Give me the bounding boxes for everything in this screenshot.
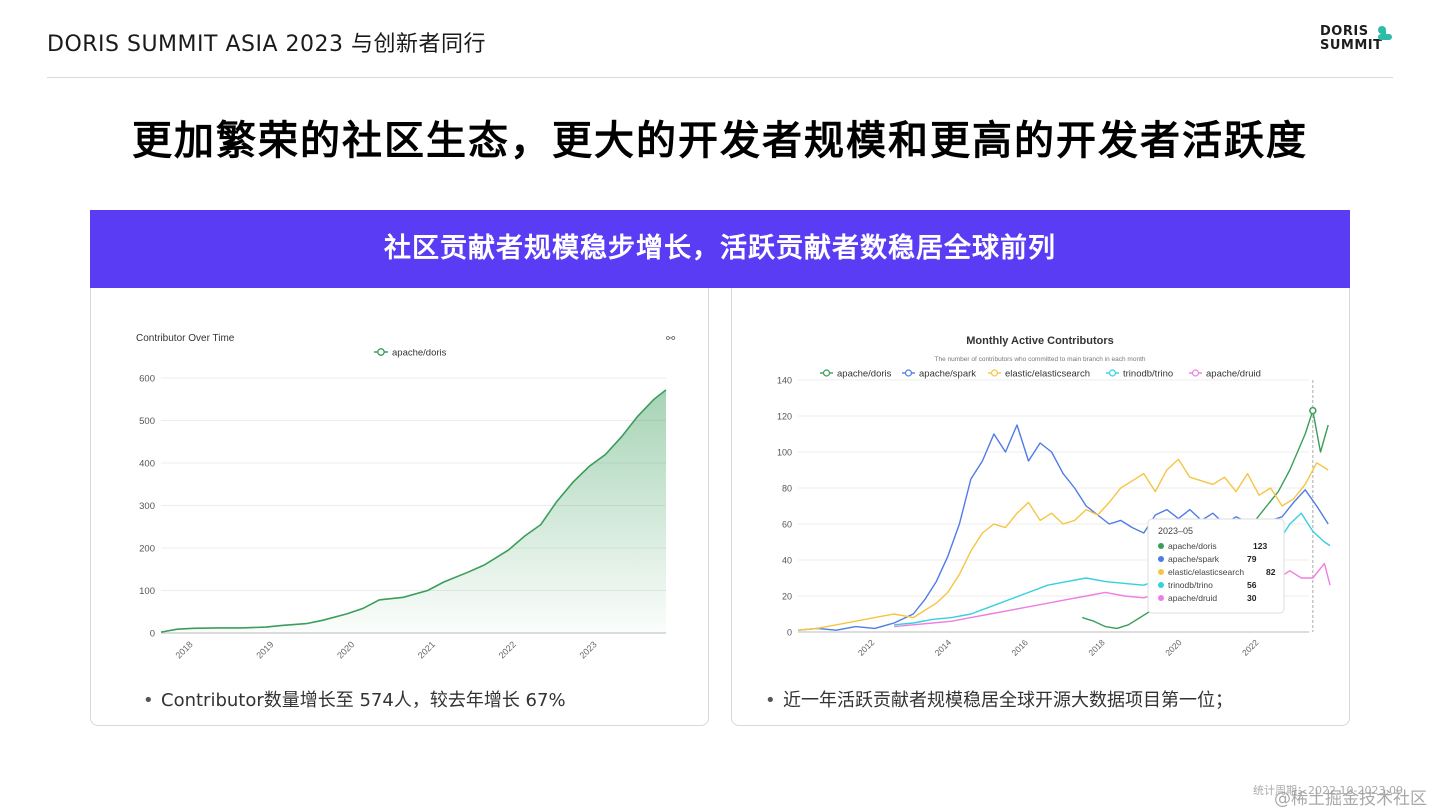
y-tick-label: 120 [777, 412, 792, 422]
x-tick-label: 2012 [856, 637, 877, 658]
y-tick-label: 500 [139, 416, 155, 427]
tooltip-series-label: apache/druid [1168, 593, 1217, 603]
summit-title: DORIS SUMMIT ASIA 2023 与创新者同行 [47, 32, 486, 57]
tooltip-series-value: 123 [1253, 541, 1267, 551]
tooltip-series-value: 79 [1247, 554, 1257, 564]
stats-period-note: 统计周期：2022.10-2023.09 [1253, 784, 1403, 797]
legend-marker [990, 369, 999, 377]
bullet-dot-icon: • [143, 690, 154, 711]
tooltip-series-value: 82 [1266, 567, 1276, 577]
y-tick-label: 0 [787, 628, 792, 638]
y-tick-label: 300 [139, 501, 155, 512]
y-tick-label: 200 [139, 544, 155, 555]
legend-marker [377, 348, 385, 356]
right-bullet: • 近一年活跃贡献者规模稳居全球开源大数据项目第一位； [765, 686, 1233, 712]
logo-line2: SUMMIT [1320, 38, 1383, 53]
y-tick-label: 600 [139, 374, 155, 385]
series-line [894, 562, 1331, 628]
x-tick-label: 2023 [577, 639, 598, 660]
series-line [797, 458, 1329, 631]
x-tick-label: 2021 [416, 639, 437, 660]
tooltip-series-label: trinodb/trino [1168, 580, 1213, 590]
tooltip-marker [1158, 556, 1164, 562]
x-tick-label: 2016 [1009, 637, 1030, 658]
tooltip-marker [1158, 582, 1164, 588]
legend-label: apache/druid [1206, 369, 1261, 380]
x-tick-label: 2020 [335, 639, 356, 660]
y-tick-label: 100 [139, 586, 155, 597]
logo-mark-bar-icon [1378, 34, 1392, 40]
y-tick-label: 60 [782, 520, 792, 530]
contributor-over-time-chart: Contributor Over Time ⚯ apache/doris 0 100 20… [136, 332, 676, 661]
tooltip-series-value: 30 [1247, 593, 1257, 603]
chart-title: Monthly Active Contributors [966, 335, 1113, 347]
chart-subtitle: The number of contributors who committed… [935, 356, 1146, 363]
y-tick-label: 80 [782, 484, 792, 494]
highlight-point [1309, 406, 1317, 415]
left-bullet: • Contributor数量增长至 574人，较去年增长 67% [143, 686, 566, 712]
tooltip-series-label: apache/doris [1168, 541, 1217, 551]
series-line [160, 389, 667, 633]
left-chart-card: Contributor Over Time ⚯ apache/doris 0 100 20… [90, 288, 709, 726]
tooltip-box [1147, 518, 1285, 614]
logo-mark-icon [1378, 26, 1386, 34]
legend-label: apache/doris [837, 369, 892, 380]
legend-label: trinodb/trino [1123, 369, 1173, 380]
right-bullet-text: 近一年活跃贡献者规模稳居全球开源大数据项目第一位； [783, 690, 1233, 711]
legend-marker [822, 369, 831, 377]
legend-label: apache/spark [919, 369, 976, 380]
legend-label: elastic/elasticsearch [1005, 369, 1090, 380]
y-tick-label: 40 [782, 556, 792, 566]
series-line [894, 512, 1331, 626]
x-tick-label: 2014 [933, 637, 954, 658]
section-banner: 社区贡献者规模稳步增长，活跃贡献者数稳居全球前列 [90, 210, 1350, 288]
y-tick-label: 0 [150, 629, 155, 640]
x-tick-label: 2018 [1086, 637, 1107, 658]
left-bullet-text: Contributor数量增长至 574人，较去年增长 67% [161, 690, 566, 711]
y-tick-label: 140 [777, 376, 792, 386]
chart-title: Contributor Over Time [136, 333, 235, 344]
x-tick-label: 2019 [254, 639, 275, 660]
doris-summit-logo: DORIS SUMMIT [1318, 22, 1398, 56]
y-tick-label: 100 [777, 448, 792, 458]
x-tick-label: 2022 [1240, 637, 1261, 658]
tooltip-series-label: apache/spark [1168, 554, 1220, 564]
slide-title: 更加繁荣的社区生态，更大的开发者规模和更高的开发者活跃度 [132, 118, 1308, 164]
legend-label: apache/doris [392, 348, 447, 359]
tooltip-marker [1158, 543, 1164, 549]
legend-marker [1108, 369, 1117, 377]
tooltip-title: 2023–05 [1158, 526, 1193, 536]
x-tick-label: 2022 [497, 639, 518, 660]
monthly-active-contributors-chart: Monthly Active Contributors The number of… [777, 335, 1331, 658]
right-chart-card: Monthly Active Contributors The number of… [731, 288, 1350, 726]
x-tick-label: 2020 [1163, 637, 1184, 658]
y-tick-label: 20 [782, 592, 792, 602]
header-divider [47, 77, 1393, 78]
tooltip-marker [1158, 595, 1164, 601]
share-icon: ⚯ [666, 332, 676, 345]
tooltip-series-label: elastic/elasticsearch [1168, 567, 1244, 577]
legend-marker [904, 369, 913, 377]
bullet-dot-icon: • [765, 690, 776, 711]
x-tick-label: 2018 [173, 639, 194, 660]
tooltip-marker [1158, 569, 1164, 575]
y-tick-label: 400 [139, 459, 155, 470]
tooltip-series-value: 56 [1247, 580, 1257, 590]
watermark: @稀土掘金技术社区 [1274, 789, 1427, 809]
series-area [161, 389, 666, 633]
logo-line1: DORIS [1320, 24, 1369, 39]
legend-marker [1191, 369, 1200, 377]
